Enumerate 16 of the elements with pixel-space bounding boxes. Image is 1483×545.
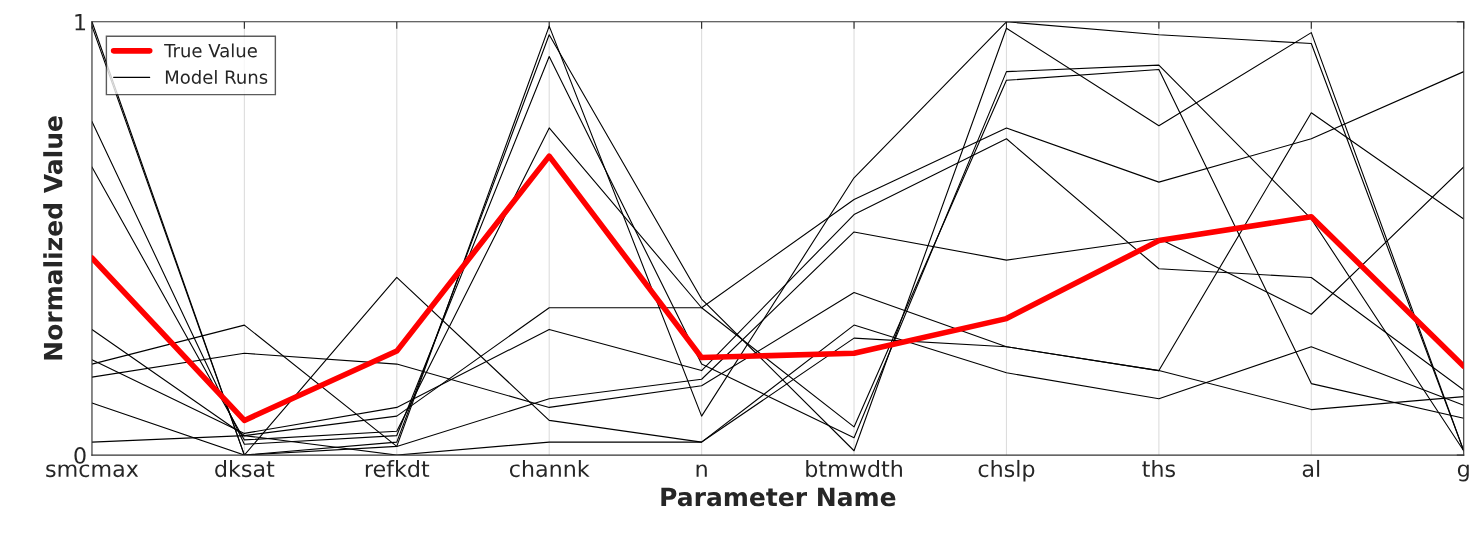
x-tick-label: g xyxy=(1457,464,1469,482)
x-tick-label: smcmax xyxy=(46,464,139,478)
x-tick-label: channk xyxy=(509,459,590,478)
x-tick-label: al xyxy=(1302,459,1320,478)
x-tick-label: refkdt xyxy=(365,459,430,478)
y-axis-title: Normalized Value xyxy=(43,116,63,360)
x-tick-label: dksat xyxy=(215,459,275,478)
x-tick-label: btmwdth xyxy=(806,459,902,478)
x-tick-label: chslp xyxy=(978,459,1035,482)
x-tick-label: n xyxy=(696,464,707,477)
legend-label: Model Runs xyxy=(165,69,268,84)
y-tick-label: 1 xyxy=(75,14,86,31)
x-axis-title: Parameter Name xyxy=(661,487,896,507)
y-tick-label: 0 xyxy=(74,447,86,464)
legend-label: True Value xyxy=(164,43,257,58)
x-tick-label: ths xyxy=(1142,459,1175,478)
